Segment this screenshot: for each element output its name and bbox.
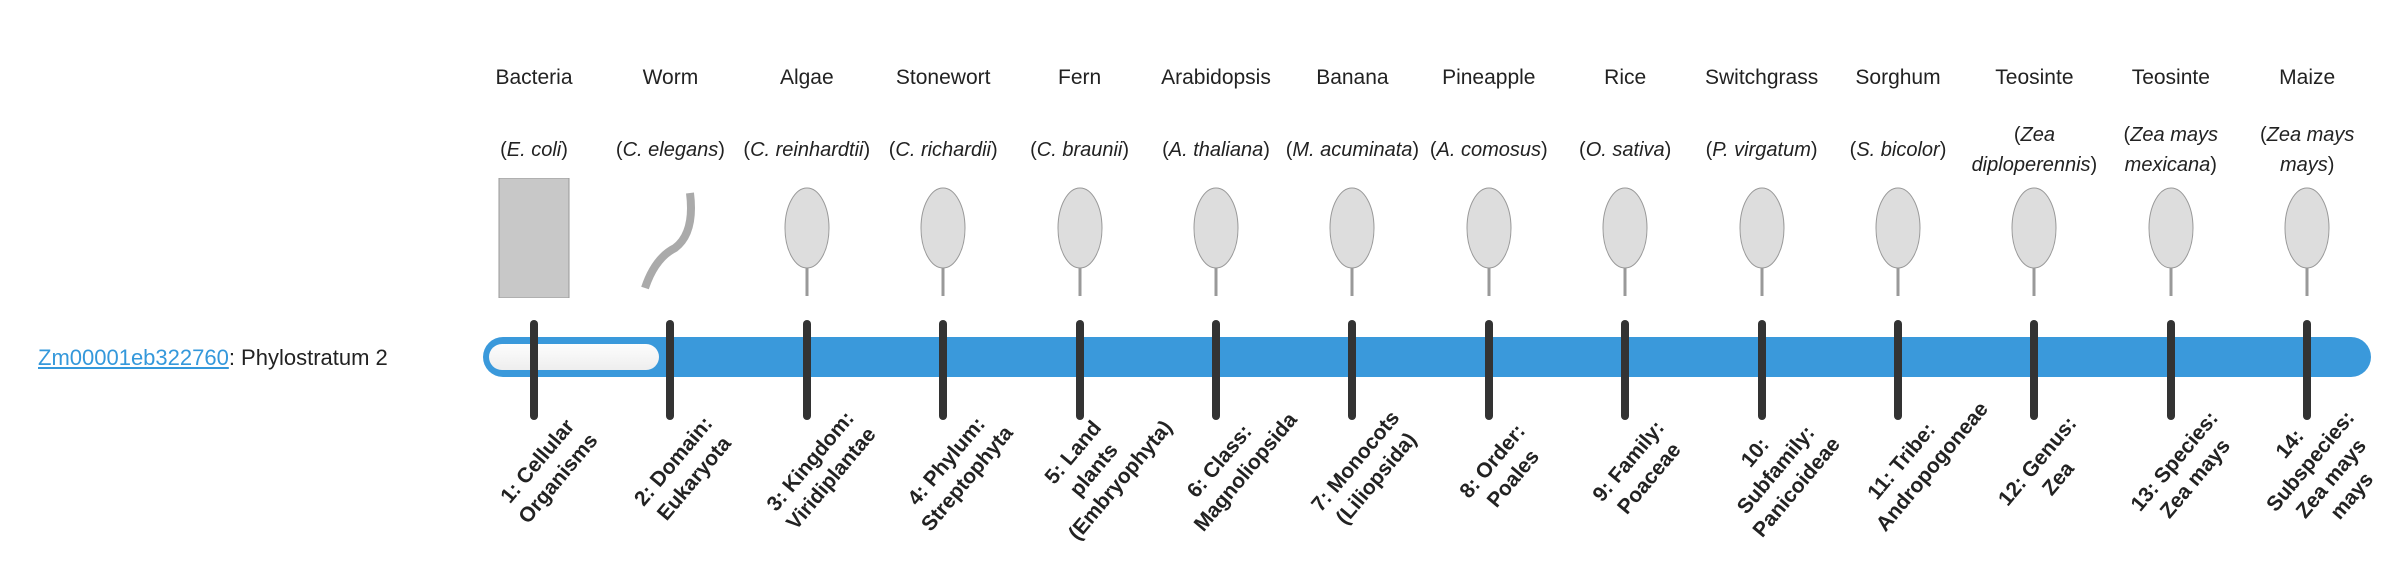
algae-icon <box>739 178 875 298</box>
stratum-tick <box>666 320 675 420</box>
stratum-tick <box>1348 320 1357 420</box>
stratum-tick <box>1212 320 1220 420</box>
organism-common-name: Fern <box>1058 66 1102 89</box>
scientific-name-text: (E. coli) <box>500 139 568 161</box>
organism-common-name: Switchgrass <box>1704 66 1819 89</box>
stratum-label: 3: Kingdom: Viridiplantae <box>762 407 881 535</box>
organism-scientific-name: (Zea mays mays) <box>2239 118 2375 182</box>
banana-icon <box>1284 178 1420 298</box>
organism-scientific-name: (S. bicolor) <box>1830 118 1966 182</box>
organism-scientific-name: (O. sativa) <box>1557 118 1693 182</box>
organism-scientific-name: (C. richardii) <box>875 118 1011 182</box>
organism-common-name: Teosinte <box>1995 66 2074 89</box>
stratum-tick <box>939 320 948 420</box>
stratum-label: 11: Tribe: Andropogoneae <box>1863 397 1993 536</box>
stratum-tick <box>1075 320 1084 420</box>
gene-link[interactable]: Zm00001eb322760 <box>38 345 229 370</box>
stratum-tick <box>1757 320 1766 420</box>
organism-common-name: Algae <box>779 66 834 89</box>
scientific-name-text: (C. braunii) <box>1030 139 1130 161</box>
stratum-label: 8: Order: Poales <box>1455 419 1544 513</box>
stratum-label: 4: Phylum: Streptophyta <box>903 412 1018 536</box>
stratum-tick <box>530 320 538 420</box>
organism-common-name: Maize <box>2279 66 2336 89</box>
organism-scientific-name: (E. coli) <box>466 118 602 182</box>
switchgrass-icon <box>1694 178 1830 298</box>
stratum-label: 2: Domain: Eukaryota <box>630 412 737 525</box>
scientific-name-text: (Zea diploperennis) <box>1971 124 2098 176</box>
scientific-name-text: (A. comosus) <box>1429 139 1548 161</box>
rice-icon <box>1557 178 1693 298</box>
organism-common-name: Bacteria <box>495 66 573 89</box>
organism-scientific-name: (C. braunii) <box>1012 118 1148 182</box>
organism-common-name: Banana <box>1316 66 1389 89</box>
organism-common-name: Stonewort <box>895 66 991 89</box>
stratum-label: 13: Species: Zea mays <box>2126 406 2235 523</box>
phylostratum-bar <box>483 337 2371 377</box>
organism-common-name: Rice <box>1604 66 1647 89</box>
organism-scientific-name: (A. comosus) <box>1421 118 1557 182</box>
scientific-name-text: (Zea mays mays) <box>2259 124 2355 176</box>
bacteria-icon <box>466 178 602 298</box>
scientific-name-text: (C. richardii) <box>888 139 998 161</box>
organism-common-name: Arabidopsis <box>1161 66 1271 89</box>
organism-scientific-name: (C. reinhardtii) <box>739 118 875 182</box>
stonewort-icon <box>875 178 1011 298</box>
organism-common-name: Teosinte <box>2131 66 2210 89</box>
organism-scientific-name: (P. virgatum) <box>1694 118 1830 182</box>
stratum-label: 10: Subfamily: Panicoideae <box>1732 421 1845 542</box>
organism-scientific-name: (Zea diploperennis) <box>1966 118 2102 182</box>
stratum-label: 7: Monocots (Liliopsida) <box>1307 406 1422 529</box>
stratum-tick <box>802 320 811 420</box>
stratum-label: 6: Class: Magnoliopsida <box>1182 408 1302 536</box>
phylostratum-fill <box>489 344 659 370</box>
stratum-label: 1: Cellular Organisms <box>496 415 603 529</box>
teosinte-icon <box>1966 178 2102 298</box>
gene-label: Zm00001eb322760: Phylostratum 2 <box>38 338 388 378</box>
organism-scientific-name: (A. thaliana) <box>1148 118 1284 182</box>
stratum-tick <box>1894 320 1902 420</box>
phylostratum-text: : Phylostratum 2 <box>228 345 388 370</box>
scientific-name-text: (S. bicolor) <box>1849 139 1947 161</box>
scientific-name-text: (Zea mays mexicana) <box>2123 124 2219 176</box>
stratum-tick <box>2030 320 2039 420</box>
stratum-tick <box>2303 320 2312 420</box>
pineapple-icon <box>1421 178 1557 298</box>
organism-scientific-name: (Zea mays mexicana) <box>2103 118 2239 182</box>
scientific-name-text: (P. virgatum) <box>1705 139 1818 161</box>
teosinte-icon <box>2103 178 2239 298</box>
scientific-name-text: (C. elegans) <box>615 139 725 161</box>
fern-icon <box>1012 178 1148 298</box>
worm-icon <box>602 178 738 298</box>
organism-common-name: Worm <box>642 66 699 89</box>
stratum-label: 5: Land plants (Embryophyta) <box>1040 416 1177 545</box>
arabidopsis-icon <box>1148 178 1284 298</box>
sorghum-icon <box>1830 178 1966 298</box>
stratum-tick <box>1484 320 1493 420</box>
stratum-tick <box>2166 320 2175 420</box>
stratum-label: 9: Family: Poaceae <box>1588 416 1686 519</box>
stratum-label: 12: Genus: Zea <box>1994 412 2082 511</box>
scientific-name-text: (M. acuminata) <box>1285 139 1420 161</box>
maize-icon <box>2239 178 2375 298</box>
scientific-name-text: (O. sativa) <box>1579 139 1672 161</box>
organism-scientific-name: (C. elegans) <box>602 118 738 182</box>
scientific-name-text: (A. thaliana) <box>1162 139 1270 161</box>
organism-common-name: Sorghum <box>1855 66 1941 89</box>
scientific-name-text: (C. reinhardtii) <box>743 139 871 161</box>
organism-common-name: Pineapple <box>1442 66 1536 89</box>
organism-scientific-name: (M. acuminata) <box>1284 118 1420 182</box>
stratum-label: 14: Subspecies: Zea mays mays <box>2262 406 2379 525</box>
stratum-tick <box>1621 320 1630 420</box>
